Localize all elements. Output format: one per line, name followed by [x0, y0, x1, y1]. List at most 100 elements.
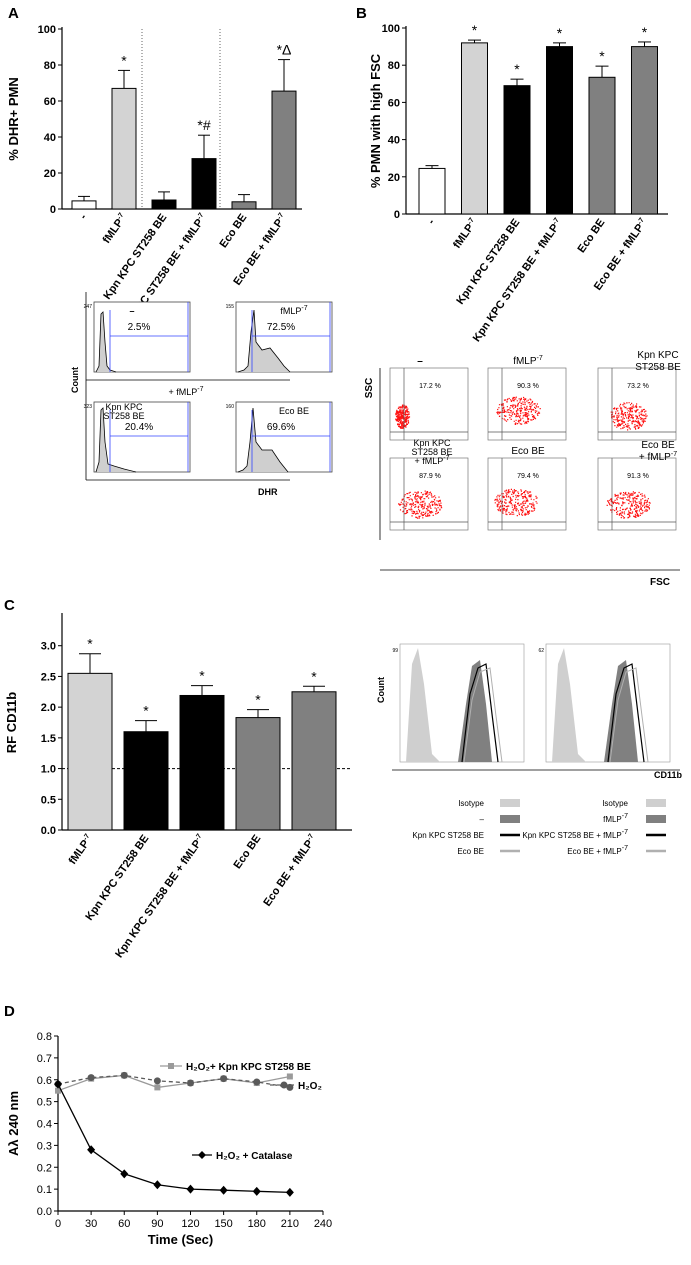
event-dots [395, 404, 411, 429]
legend-swatch [500, 799, 520, 807]
y-axis-title: RF CD11b [4, 692, 19, 753]
kpn-histogram [461, 663, 499, 763]
category-label: Kpn KPC ST258 BE [83, 833, 151, 923]
histogram-label: ST258 BE [103, 411, 144, 421]
y-tick-label: 0.7 [37, 1053, 52, 1065]
histogram-label: fMLP-7 [280, 305, 307, 316]
category-label: Eco BE [218, 212, 250, 250]
data-point [55, 1087, 61, 1094]
histogram-curve [237, 309, 291, 373]
isotype-histogram [406, 648, 440, 762]
data-point [219, 1185, 228, 1195]
legend-label: Eco BE [457, 847, 484, 856]
series-line [57, 1083, 290, 1194]
legend-swatch [646, 815, 666, 823]
panel-letter: C [4, 597, 15, 614]
y-axis-title: % PMN with high FSC [368, 53, 383, 188]
axis-max: 62 [538, 648, 544, 654]
panel-letter: A [8, 5, 19, 22]
plot-label: Kpn KPC [413, 438, 451, 448]
data-point [186, 1184, 195, 1194]
plot-label: Eco BE [511, 446, 545, 457]
y-tick-label: 0.4 [37, 1119, 52, 1131]
data-point [253, 1078, 261, 1086]
plot-label: + fMLP-7 [639, 451, 677, 463]
bar [111, 87, 137, 210]
panel-letter: B [356, 5, 367, 22]
axis-max: 323 [84, 404, 93, 410]
data-point [87, 1074, 95, 1082]
isotype-histogram [552, 648, 586, 762]
control-histogram [604, 660, 638, 762]
x-tick-label: 90 [151, 1218, 163, 1230]
y-tick-label: 2.5 [41, 671, 56, 683]
y-tick-label: 0 [394, 209, 400, 221]
gate-percentage: 87.9 % [419, 473, 441, 480]
data-point [153, 1077, 161, 1085]
histogram-label: Kpn KPC [105, 402, 143, 412]
plot-label: fMLP-7 [513, 355, 543, 367]
gate-percentage: 91.3 % [627, 473, 649, 480]
significance-mark: * [121, 52, 127, 68]
legend-label: Kpn KPC ST258 BE + fMLP-7 [522, 829, 628, 840]
bar [179, 694, 225, 831]
y-tick-label: 80 [44, 60, 56, 72]
plot-label: + fMLP-7 [415, 455, 450, 466]
significance-mark: * [255, 692, 261, 708]
significance-mark: * [642, 24, 648, 40]
significance-mark: * [199, 668, 205, 684]
bar [631, 46, 658, 215]
flow-histogram-frame [93, 301, 191, 373]
axis-max: 155 [226, 304, 235, 310]
data-point [187, 1079, 194, 1087]
bar [503, 85, 531, 215]
axis-max: 160 [226, 404, 235, 410]
bar [461, 42, 488, 215]
event-dots [398, 490, 443, 519]
y-tick-label: 0.2 [37, 1162, 52, 1174]
event-dots [606, 491, 651, 519]
x-tick-label: 240 [314, 1218, 332, 1230]
category-label: fMLP-7 [67, 833, 96, 867]
event-dots [496, 396, 541, 425]
y-tick-label: 40 [44, 132, 56, 144]
legend-label: H₂O₂+ Kpn KPC ST258 BE [186, 1062, 311, 1073]
y-tick-label: 60 [388, 97, 400, 109]
y-tick-label: 80 [388, 60, 400, 72]
data-point [153, 1180, 162, 1190]
category-label: - [426, 217, 438, 227]
data-point [87, 1145, 96, 1155]
data-point [54, 1079, 62, 1089]
panel-c: C 0.0 0.5 1.0 1.5 2.0 2.5 3.0 RF CD11b * fMLP-7 * Kp… [4, 597, 352, 960]
legend-swatch [646, 799, 666, 807]
y-tick-label: 0.3 [37, 1140, 52, 1152]
data-point [286, 1073, 293, 1080]
y-axis-title: % DHR+ PMN [6, 77, 21, 160]
category-label: fMLP-7 [101, 212, 130, 246]
y-tick-label: 0.0 [41, 825, 56, 837]
y-tick-label: 0.5 [37, 1097, 52, 1109]
y-tick-label: 0.0 [37, 1206, 52, 1218]
y-tick-label: 100 [382, 23, 400, 35]
gate-percentage: 20.4% [125, 422, 153, 433]
data-point [252, 1186, 261, 1196]
x-tick-label: 120 [181, 1218, 199, 1230]
y-axis-title: Aλ 240 nm [6, 1091, 21, 1156]
y-tick-label: 40 [388, 135, 400, 147]
histogram-curve [95, 407, 137, 473]
dot-plot-frame [597, 457, 677, 531]
legend-label: fMLP-7 [603, 813, 628, 824]
legend-label: – [480, 815, 485, 824]
axis-title: SSC [364, 378, 375, 399]
category-label: Eco BE [232, 833, 264, 871]
dot-plot-frame [487, 367, 567, 441]
x-axis-title: Time (Sec) [148, 1232, 214, 1247]
plot-label: Kpn KPC [637, 350, 678, 361]
dot-plot-frame [487, 457, 567, 531]
data-point [120, 1071, 128, 1079]
y-tick-label: 0.1 [37, 1184, 52, 1196]
eco-histogram [609, 667, 649, 763]
panel-a-flow: 2.5% 247 – 72.5% 155 fMLP-7 20.4% 323 Kpn KPCST2… [70, 292, 333, 497]
x-tick-label: 180 [248, 1218, 266, 1230]
